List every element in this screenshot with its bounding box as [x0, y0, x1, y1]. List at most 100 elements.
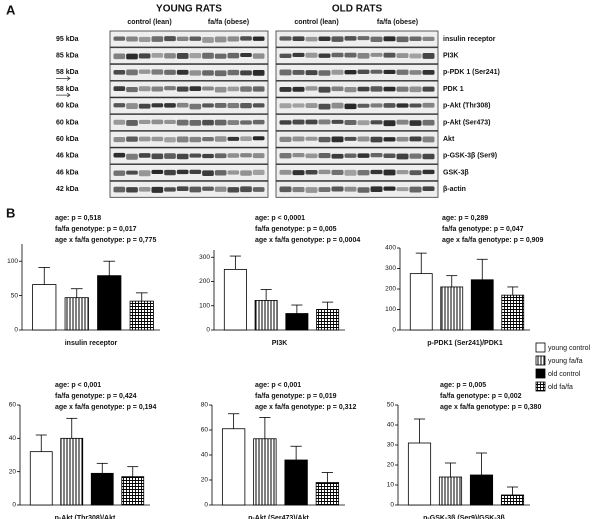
stats-text: fa/fa genotype: p = 0,047: [442, 226, 524, 233]
blot-band: [292, 103, 305, 108]
blot-band: [113, 53, 126, 60]
blot-band: [164, 187, 176, 192]
blot-band: [227, 103, 240, 109]
stats-text: age: p = 0,289: [442, 215, 488, 222]
subgroup-label: control (lean): [294, 19, 338, 26]
blot-box: [275, 80, 439, 98]
blot-band: [422, 186, 435, 192]
blot-band: [138, 36, 151, 43]
blot-band: [331, 86, 344, 92]
blot-band: [383, 52, 396, 58]
blot-band: [252, 119, 265, 125]
blot-band: [138, 86, 151, 92]
blot-band: [240, 120, 252, 125]
blot-band: [240, 70, 252, 76]
y-tick-label: 50: [11, 292, 19, 299]
protein-label: insulin receptor: [443, 36, 496, 43]
blot-band: [292, 136, 305, 142]
blot-band: [305, 153, 318, 159]
blot-box: [109, 64, 269, 81]
blot-band: [126, 53, 138, 60]
protein-label: p-GSK-3β (Ser9): [443, 153, 497, 160]
blot-band: [176, 36, 189, 41]
blot-band: [370, 69, 383, 74]
blot-band: [279, 103, 292, 109]
blot-band: [164, 103, 176, 108]
blot-band: [357, 36, 370, 41]
blot-band: [214, 70, 227, 77]
blot-band: [422, 169, 435, 175]
bar: [316, 308, 340, 331]
blot-band: [126, 187, 138, 193]
protein-label: β-actin: [443, 186, 466, 193]
blot-band: [422, 119, 435, 126]
legend-swatch: [535, 342, 546, 353]
blot-band: [357, 170, 370, 176]
blot-band: [252, 86, 265, 92]
blot-band: [357, 187, 370, 193]
blot-band: [344, 52, 357, 58]
blot-band: [344, 36, 357, 41]
blot-band: [396, 36, 409, 43]
blot-band: [383, 137, 396, 142]
blot-band: [344, 186, 357, 192]
blot-band: [176, 169, 189, 175]
blot-band: [344, 103, 357, 110]
kda-label: 58 kDa: [56, 86, 79, 93]
protein-label: p-PDK 1 (Ser241): [443, 69, 500, 76]
blot-band: [202, 36, 214, 43]
blot-box: [275, 97, 439, 115]
blot-band: [126, 36, 138, 42]
blot-box: [275, 30, 439, 48]
blot-band: [409, 36, 422, 41]
blot-band: [396, 153, 409, 160]
blot-band: [138, 187, 151, 192]
blot-band: [176, 86, 189, 92]
blot-band: [214, 86, 227, 93]
blot-band: [409, 170, 422, 176]
blot-band: [396, 119, 409, 125]
blot-band: [383, 120, 396, 127]
bar: [409, 273, 433, 331]
blot-band: [396, 187, 409, 192]
blot-band: [202, 86, 214, 91]
blot-band: [113, 86, 126, 91]
blot-band: [279, 53, 292, 59]
group-title: YOUNG RATS: [156, 4, 222, 15]
blot-band: [292, 187, 305, 193]
blot-band: [331, 169, 344, 176]
panel-label: A: [6, 2, 16, 17]
blot-band: [292, 119, 305, 125]
blot-box: [275, 130, 439, 148]
kda-label: 60 kDa: [56, 103, 79, 110]
blot-band: [370, 103, 383, 108]
y-tick-label: 80: [201, 402, 209, 409]
blot-band: [305, 70, 318, 76]
blot-band: [409, 120, 422, 126]
blot-band: [164, 86, 176, 91]
blot-band: [138, 119, 151, 125]
blot-band: [176, 52, 189, 59]
y-tick-label: 20: [9, 468, 17, 475]
blot-band: [370, 152, 383, 158]
subgroup-label: fa/fa (obese): [208, 19, 249, 26]
blot-band: [279, 153, 292, 159]
blot-band: [202, 103, 214, 108]
blot-band: [113, 136, 126, 143]
blot-band: [318, 70, 331, 76]
blot-band: [331, 52, 344, 58]
kda-label: 60 kDa: [56, 136, 79, 143]
stats-text: age x fa/fa genotype: p = 0,194: [55, 404, 156, 411]
blot-band: [151, 36, 164, 42]
blot-band: [422, 53, 435, 59]
blot-band: [126, 86, 138, 93]
blot-band: [164, 53, 176, 59]
kda-label: 46 kDa: [56, 169, 79, 176]
y-tick-label: 0: [390, 502, 394, 509]
blot-band: [240, 186, 252, 193]
blot-band: [409, 103, 422, 108]
blot-band: [164, 137, 176, 143]
bar: [315, 482, 340, 506]
blot-band: [409, 86, 422, 93]
